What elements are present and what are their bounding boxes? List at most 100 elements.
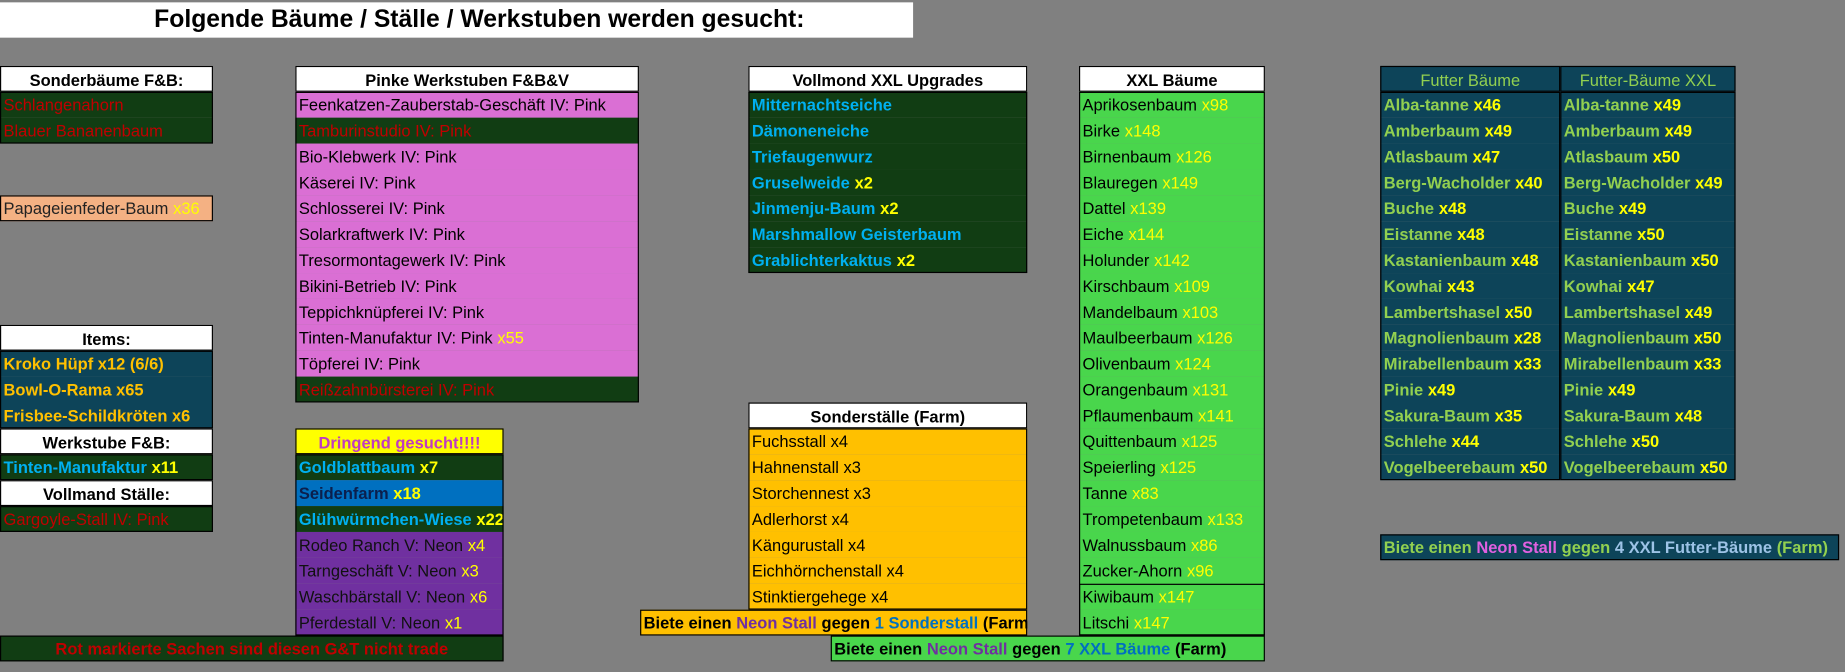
section-header: Dringend gesucht!!!! [295, 428, 504, 455]
cell-text: x49 [1484, 121, 1513, 141]
cell-text: Pflaumenbaum [1082, 406, 1194, 425]
row: Tresormontagewerk IV: Pink [295, 247, 639, 274]
cell-text: x124 [1175, 354, 1211, 374]
cell-text: x33 [1513, 354, 1542, 374]
cell-text: Glühwürmchen-Wiese [298, 509, 472, 529]
row: Pferdestall V: Neon x1 [295, 609, 504, 636]
cell-text: Holunder [1082, 250, 1150, 270]
row: Alba-tanne x49 [1560, 91, 1736, 118]
cell-text: Eichhörnchenstall x4 [751, 561, 904, 581]
row: Blauer Bananenbaum [0, 117, 213, 144]
cell-text: Maulbeerbaum [1082, 328, 1193, 348]
cell-text: 1 Sonderstall [874, 613, 979, 632]
row: Atlasbaum x50 [1560, 143, 1736, 170]
cell-text: Items: [82, 329, 131, 349]
cell-text: gegen [821, 613, 871, 632]
cell-text: Frisbee-Schildkröten x6 [3, 406, 191, 425]
cell-text: x1 [444, 613, 463, 632]
cell-text: x28 [1513, 328, 1542, 348]
row: Storchennest x3 [748, 480, 1028, 507]
cell-text: Sonderställe (Farm) [810, 407, 966, 427]
cell-text: Gargoyle-Stall IV: Pink [3, 509, 169, 529]
row: Tinten-Manufaktur x11 [0, 454, 213, 481]
cell-text: Vollmond XXL Upgrades [792, 70, 984, 90]
cell-text: XXL Bäume [1126, 70, 1218, 90]
cell-text: Rodeo Ranch V: Neon [298, 535, 464, 555]
cell-text: x49 [1695, 173, 1723, 192]
row: Bio-Klebwerk IV: Pink [295, 143, 639, 170]
cell-text: x86 [1191, 535, 1218, 555]
cell-text: Feenkatzen-Zauberstab-Geschäft IV: Pink [298, 95, 606, 115]
cell-text: Tresormontagewerk IV: Pink [298, 250, 506, 270]
row: Eistanne x48 [1380, 221, 1561, 248]
cell-text: Schlehe [1563, 431, 1627, 451]
cell-text: Eiche [1082, 224, 1124, 244]
row: Pinie x49 [1380, 376, 1561, 403]
row: Mirabellenbaum x33 [1380, 350, 1561, 377]
row: Frisbee-Schildkröten x6 [0, 402, 213, 429]
cell-text: x49 [1618, 198, 1647, 218]
row: Lambertshasel x50 [1380, 298, 1561, 325]
cell-text: x83 [1132, 483, 1159, 503]
cell-text: Futter Bäume [1420, 70, 1521, 90]
row: Sakura-Baum x35 [1380, 402, 1561, 429]
row: Trompetenbaum x133 [1078, 506, 1265, 532]
cell-text: Dattel [1082, 198, 1126, 218]
row: Gargoyle-Stall IV: Pink [0, 506, 213, 532]
cell-text: Atlasbaum [1383, 147, 1468, 166]
cell-text: (Farm) [1175, 639, 1227, 658]
row: Gruselweide x2 [748, 169, 1028, 196]
row: Berg-Wacholder x49 [1560, 169, 1736, 196]
cell-text: Goldblattbaum [298, 457, 416, 477]
cell-text: x43 [1447, 276, 1475, 296]
cell-text: Neon Stall [926, 639, 1008, 658]
row: Glühwürmchen-Wiese x22 [295, 506, 504, 532]
cell-text: Grablichterkaktus [751, 250, 892, 270]
cell-text: x50 [1691, 250, 1719, 270]
cell-text: Marshmallow Geisterbaum [751, 224, 962, 244]
cell-text: 4 XXL Futter-Bäume [1614, 537, 1772, 557]
section-header: Sonderbäume F&B: [0, 65, 213, 92]
row: Tanne x83 [1078, 480, 1265, 507]
cell-text: x126 [1176, 147, 1212, 166]
cell-text: Tinten-Manufaktur [3, 457, 147, 477]
cell-text: gegen [1561, 537, 1611, 557]
cell-text: x50 [1652, 147, 1681, 166]
cell-text: x144 [1128, 224, 1165, 244]
cell-text: Buche [1563, 198, 1615, 218]
section-header: Sonderställe (Farm) [748, 402, 1028, 429]
row: Solarkraftwerk IV: Pink [295, 221, 639, 248]
row: Speierling x125 [1078, 454, 1265, 481]
cell-text: Tarngeschäft V: Neon [298, 561, 457, 581]
cell-text: Hahnenstall x3 [751, 457, 861, 477]
cell-text: Buche [1383, 198, 1435, 218]
cell-text: x125 [1181, 431, 1218, 451]
row: Mitternachtseiche [748, 91, 1028, 118]
cell-text: Lambertshasel [1383, 302, 1501, 322]
cell-text: x22 [476, 509, 504, 529]
cell-text: x147 [1158, 587, 1195, 607]
cell-text: x133 [1207, 509, 1244, 529]
row: Seidenfarm x18 [295, 480, 504, 507]
cell-text: Magnolienbaum [1563, 328, 1690, 348]
cell-text: Neon Stall [736, 613, 817, 632]
row: Reißzahnbürsterei IV: Pink [295, 376, 639, 403]
cell-text: Litschi [1082, 613, 1130, 632]
cell-text: Rot markierte Sachen sind diesen G&T nic… [55, 639, 449, 658]
cell-text: Kirschbaum [1082, 276, 1170, 296]
cell-text: x49 [1427, 380, 1456, 399]
cell-text: Vogelbeerebaum [1563, 457, 1696, 477]
sheet-title: Folgende Bäume / Ställe / Werkstuben wer… [0, 2, 914, 38]
cell-text: Pferdestall V: Neon [298, 613, 441, 632]
cell-text: x44 [1451, 431, 1480, 451]
cell-text: Dämoneneiche [751, 121, 870, 141]
row: Bowl-O-Rama x65 [0, 376, 213, 403]
row: Kastanienbaum x48 [1380, 247, 1561, 274]
section-header: Werkstube F&B: [0, 428, 213, 455]
section-header: Vollmond XXL Upgrades [748, 65, 1028, 92]
section-header: XXL Bäume [1078, 65, 1265, 92]
row: Atlasbaum x47 [1380, 143, 1561, 170]
cell-text: x49 [1653, 95, 1682, 115]
cell-text: x49 [1607, 380, 1636, 399]
